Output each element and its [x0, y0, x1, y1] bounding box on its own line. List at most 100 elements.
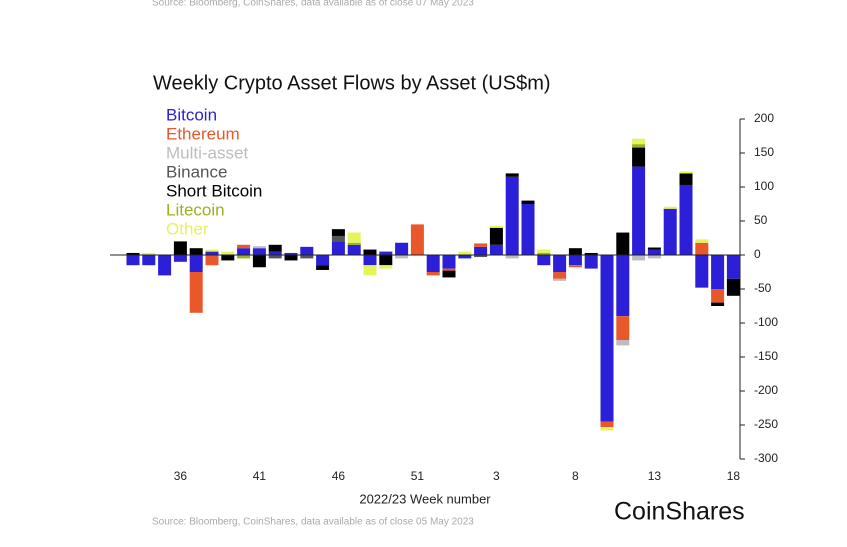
bar-segment — [663, 208, 677, 255]
bar-segment — [142, 252, 156, 255]
bar-segment — [126, 255, 140, 266]
bar-segment — [568, 248, 582, 255]
x-tick-label: 51 — [411, 469, 425, 483]
chart-title: Weekly Crypto Asset Flows by Asset (US$m… — [153, 72, 551, 94]
bar-segment — [474, 243, 488, 247]
bar-segment — [474, 246, 488, 255]
bar-segment — [347, 232, 361, 243]
y-tick-label: -250 — [754, 417, 778, 431]
bar-segment — [616, 232, 630, 255]
bar-segment — [600, 255, 614, 422]
bar-segment — [316, 265, 330, 270]
bar-segment — [395, 255, 409, 259]
bar-segment — [647, 255, 661, 259]
legend-entry: Other — [166, 219, 209, 238]
bar-segment — [237, 248, 251, 255]
bar-segment — [363, 249, 377, 255]
x-tick-label: 8 — [572, 469, 579, 483]
bar-segment — [600, 427, 614, 431]
bar-segment — [584, 255, 598, 269]
y-tick-label: -50 — [754, 281, 772, 295]
bar-segment — [663, 206, 677, 209]
bar-segment — [695, 239, 709, 243]
x-tick-label: 41 — [253, 469, 267, 483]
x-tick-label: 36 — [174, 469, 188, 483]
bar-segment — [568, 255, 582, 266]
bar-segment — [252, 255, 266, 268]
bar-segment — [537, 249, 551, 253]
legend-entry: Multi-asset — [166, 143, 248, 162]
bar-segment — [489, 227, 503, 245]
bar-segment — [647, 249, 661, 255]
bar-segment — [679, 171, 693, 174]
y-tick-label: 50 — [754, 213, 768, 227]
bar-segment — [632, 147, 646, 167]
x-tick-label: 46 — [332, 469, 346, 483]
bar-segment — [363, 265, 377, 276]
bar-segment — [537, 252, 551, 255]
bar-segment — [442, 255, 456, 269]
bar-segment — [726, 278, 740, 296]
bar-segment — [679, 173, 693, 185]
bar-segment — [584, 252, 598, 255]
bar-segment — [221, 255, 235, 261]
bar-segment — [568, 265, 582, 268]
bar-segment — [632, 255, 646, 261]
bar-segment — [237, 255, 251, 259]
bar-segment — [331, 241, 345, 255]
bar-segment — [726, 255, 740, 279]
legend-entry: Litecoin — [166, 200, 225, 219]
bar-segment — [395, 242, 409, 255]
bar-segment — [679, 184, 693, 255]
bar-segment — [553, 272, 567, 279]
bar-segment — [189, 248, 203, 255]
bar-segment — [379, 265, 393, 269]
bar-segment — [711, 255, 725, 289]
bar-segment — [189, 255, 203, 272]
bar-segment — [505, 176, 519, 255]
bar-segment — [331, 235, 345, 242]
bar-segment — [268, 244, 282, 252]
bar-segment — [711, 289, 725, 303]
bar-segment — [632, 166, 646, 255]
bar-segment — [252, 248, 266, 255]
y-tick-label: -100 — [754, 315, 778, 329]
bar-segment — [268, 251, 282, 255]
x-axis-label: 2022/23 Week number — [359, 491, 491, 506]
bar-segment — [173, 241, 187, 255]
bar-segment — [616, 316, 630, 340]
bar-segment — [458, 251, 472, 255]
legend-entry: Short Bitcoin — [166, 181, 262, 200]
y-tick-label: -150 — [754, 349, 778, 363]
y-tick-label: -200 — [754, 383, 778, 397]
bar-segment — [616, 255, 630, 317]
bar-segment — [632, 138, 646, 145]
bar-segment — [489, 244, 503, 255]
bar-segment — [505, 173, 519, 177]
x-tick-label: 13 — [648, 469, 662, 483]
bar-segment — [442, 268, 456, 271]
bar-segment — [695, 255, 709, 288]
bar-segment — [616, 340, 630, 346]
legend-entry: Bitcoin — [166, 105, 217, 124]
bar-segment — [284, 252, 298, 255]
bar-segment — [521, 204, 535, 255]
bar-segment — [553, 278, 567, 281]
bar-segment — [268, 255, 282, 259]
bar-segment — [237, 244, 251, 249]
y-tick-label: 150 — [754, 145, 774, 159]
bar-segment — [205, 251, 219, 255]
bar-segment — [442, 270, 456, 278]
bar-segment — [695, 242, 709, 255]
bar-segment — [521, 200, 535, 204]
bar-segment — [458, 255, 472, 259]
legend-entry: Binance — [166, 162, 227, 181]
bar-segment — [426, 255, 440, 272]
bar-segment — [331, 229, 345, 236]
bar-segment — [474, 255, 488, 258]
x-tick-label: 3 — [493, 469, 500, 483]
bar-segment — [600, 421, 614, 428]
bar-segment — [173, 255, 187, 262]
bar-segment — [553, 255, 567, 272]
top-source: Source: Bloomberg, CoinShares, data avai… — [152, 0, 474, 9]
